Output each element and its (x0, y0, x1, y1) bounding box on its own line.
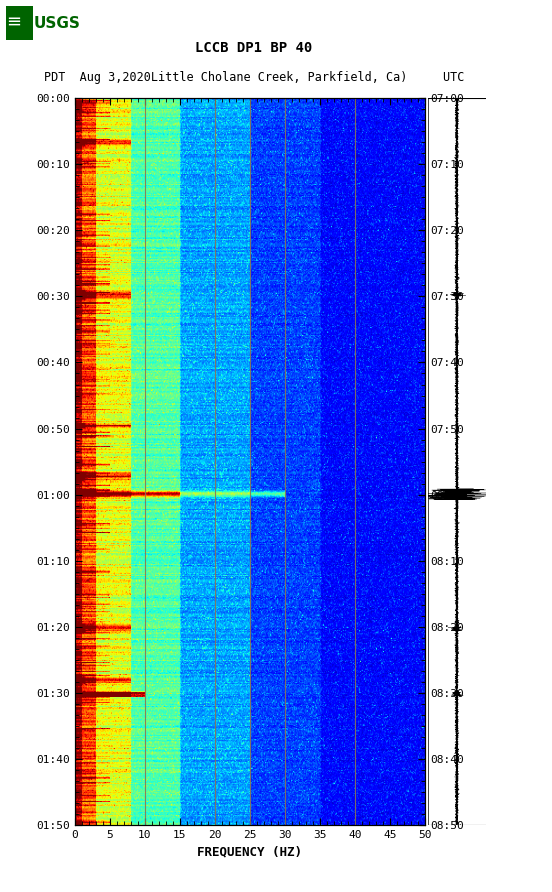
X-axis label: FREQUENCY (HZ): FREQUENCY (HZ) (197, 846, 302, 858)
Text: PDT  Aug 3,2020Little Cholane Creek, Parkfield, Ca)     UTC: PDT Aug 3,2020Little Cholane Creek, Park… (44, 70, 464, 84)
Bar (6, 6, 33, 40)
Text: LCCB DP1 BP 40: LCCB DP1 BP 40 (195, 41, 312, 55)
Text: USGS: USGS (34, 16, 81, 30)
Text: ≡: ≡ (6, 12, 22, 30)
